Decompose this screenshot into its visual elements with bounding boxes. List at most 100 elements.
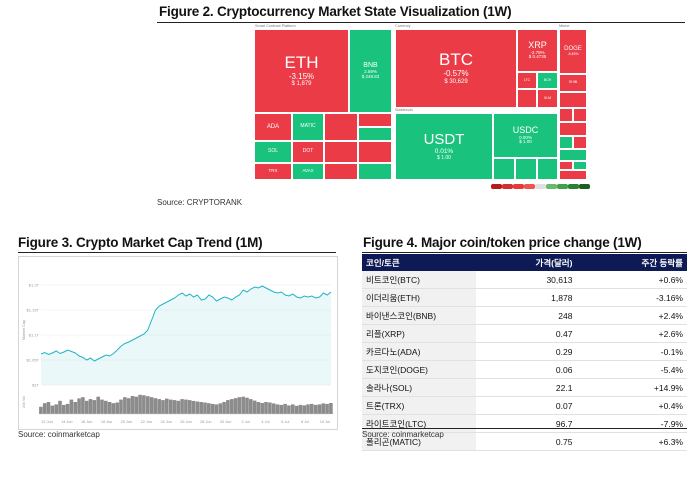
coin-change: -5.4%: [576, 360, 687, 379]
tile-small-3[interactable]: [358, 127, 392, 141]
tile-bnb-symbol: BNB: [363, 62, 378, 70]
tile-ltc[interactable]: LTC: [517, 72, 537, 89]
tile-bch-symbol: BCH: [543, 77, 552, 82]
volume-bar: [184, 399, 188, 414]
fig3-title: Figure 3. Crypto Market Cap Trend (1M): [18, 235, 263, 250]
volume-bar: [42, 403, 47, 414]
market-cap-area: [41, 286, 331, 385]
tile-ada[interactable]: ADA: [254, 113, 292, 141]
tile-eth-price: $ 1,879: [291, 81, 312, 88]
coin-name: 도지코인(DOGE): [362, 360, 476, 379]
tile-small-11[interactable]: [537, 158, 558, 180]
tile-small-10[interactable]: [515, 158, 537, 180]
tile-small-17[interactable]: [573, 136, 587, 149]
volume-bar: [268, 402, 272, 414]
volume-bar: [81, 397, 85, 414]
tile-bnb[interactable]: BNB 2.59% $ 248.83: [349, 29, 392, 113]
coin-name: 솔라나(SOL): [362, 378, 476, 397]
tile-matic[interactable]: MATIC: [292, 113, 324, 141]
tile-small-4[interactable]: [324, 141, 358, 163]
volume-bar: [58, 400, 62, 414]
legend-swatch: [579, 184, 590, 189]
volume-bar: [119, 399, 123, 414]
volume-bar: [298, 404, 303, 414]
tile-avax[interactable]: AVAX: [292, 163, 324, 180]
coin-price: 22.1: [476, 378, 577, 397]
tile-doge-change: -5.45%: [567, 51, 579, 56]
tile-small-6[interactable]: [324, 163, 358, 180]
tile-sol[interactable]: SOL: [254, 141, 292, 163]
volume-bar: [260, 403, 264, 414]
tile-doge[interactable]: DOGE -5.45%: [559, 29, 587, 74]
coin-price: 0.47: [476, 324, 577, 343]
volume-bar: [39, 406, 43, 414]
volume-bar: [249, 399, 253, 414]
tile-usdt-price: $ 1.00: [437, 154, 451, 161]
volume-bar: [180, 399, 184, 414]
tile-xrp[interactable]: XRP -2.78% $ 0.4735: [517, 29, 558, 72]
tile-bch[interactable]: BCH: [537, 72, 558, 89]
x-tick-label: 24 Jun: [160, 420, 171, 424]
tile-small-21[interactable]: [559, 170, 587, 180]
volume-bar: [317, 404, 322, 414]
tile-small-12[interactable]: [559, 92, 587, 108]
section-label-stablecoin: Stablecoin: [395, 108, 413, 112]
tile-usdt[interactable]: USDT 0.01% $ 1.00: [395, 113, 493, 180]
tile-small-5[interactable]: [358, 141, 392, 163]
tile-small-15[interactable]: [559, 122, 587, 136]
tile-small-19[interactable]: [559, 161, 573, 170]
tile-trx[interactable]: TRX: [254, 163, 292, 180]
tile-small-9[interactable]: [493, 158, 515, 180]
tile-small-7[interactable]: [358, 163, 392, 180]
fig3-top-rule: [18, 252, 336, 253]
table-row: 솔라나(SOL) 22.1 +14.9%: [362, 378, 687, 397]
volume-bar: [115, 402, 119, 414]
x-tick-label: 8 Jul: [301, 420, 309, 424]
tile-usdt-change: 0.01%: [434, 148, 454, 156]
volume-bar: [271, 403, 276, 414]
table-row: 트론(TRX) 0.07 +0.4%: [362, 396, 687, 415]
tile-small-1[interactable]: [324, 113, 358, 141]
tile-small-16[interactable]: [559, 136, 573, 149]
volume-bar: [329, 403, 333, 414]
tile-xlm[interactable]: XLM: [537, 89, 558, 108]
tile-small-14[interactable]: [573, 108, 587, 122]
coin-change: -7.9%: [576, 414, 687, 433]
tile-small-8[interactable]: [517, 89, 537, 108]
coin-name: 폴리곤(MATIC): [362, 432, 476, 451]
y-tick-label: $1.05T: [27, 358, 40, 363]
volume-bar: [302, 405, 306, 414]
header-price: 가격(달러): [476, 254, 577, 271]
tile-usdc[interactable]: USDC 0.00% $ 1.00: [493, 113, 558, 158]
volume-bar: [84, 400, 89, 414]
legend-swatch: [546, 184, 557, 189]
legend-swatch: [568, 184, 579, 189]
volume-bar: [50, 405, 55, 414]
tile-xrp-symbol: XRP: [528, 39, 547, 50]
tile-small-2[interactable]: [358, 113, 392, 127]
volume-bar: [168, 399, 173, 414]
legend-swatch: [535, 184, 546, 189]
volume-bar: [73, 402, 78, 414]
legend-swatch: [513, 184, 524, 189]
volume-bar: [214, 404, 219, 414]
tile-btc[interactable]: BTC -0.57% $ 30,629: [395, 29, 517, 108]
tile-dot[interactable]: DOT: [292, 141, 324, 163]
volume-bar: [77, 398, 81, 414]
tile-small-13[interactable]: [559, 108, 573, 122]
x-tick-label: 6 Jul: [281, 420, 289, 424]
coin-price: 248: [476, 306, 577, 325]
tile-eth[interactable]: ETH -3.15% $ 1,879: [254, 29, 349, 113]
volume-bar: [138, 394, 142, 414]
tile-small-18[interactable]: [559, 149, 587, 161]
volume-bar: [153, 398, 158, 414]
table-header-row: 코인/토큰 가격(달러) 주간 등락률: [362, 254, 687, 271]
volume-bar: [146, 396, 150, 414]
tile-small-20[interactable]: [573, 161, 587, 170]
tile-shib[interactable]: SHIB: [559, 74, 587, 92]
legend-swatch: [524, 184, 535, 189]
volume-bar: [226, 400, 230, 414]
volume-bar: [111, 403, 116, 414]
volume-bar: [187, 400, 192, 414]
tile-btc-change: -0.57%: [443, 69, 469, 79]
